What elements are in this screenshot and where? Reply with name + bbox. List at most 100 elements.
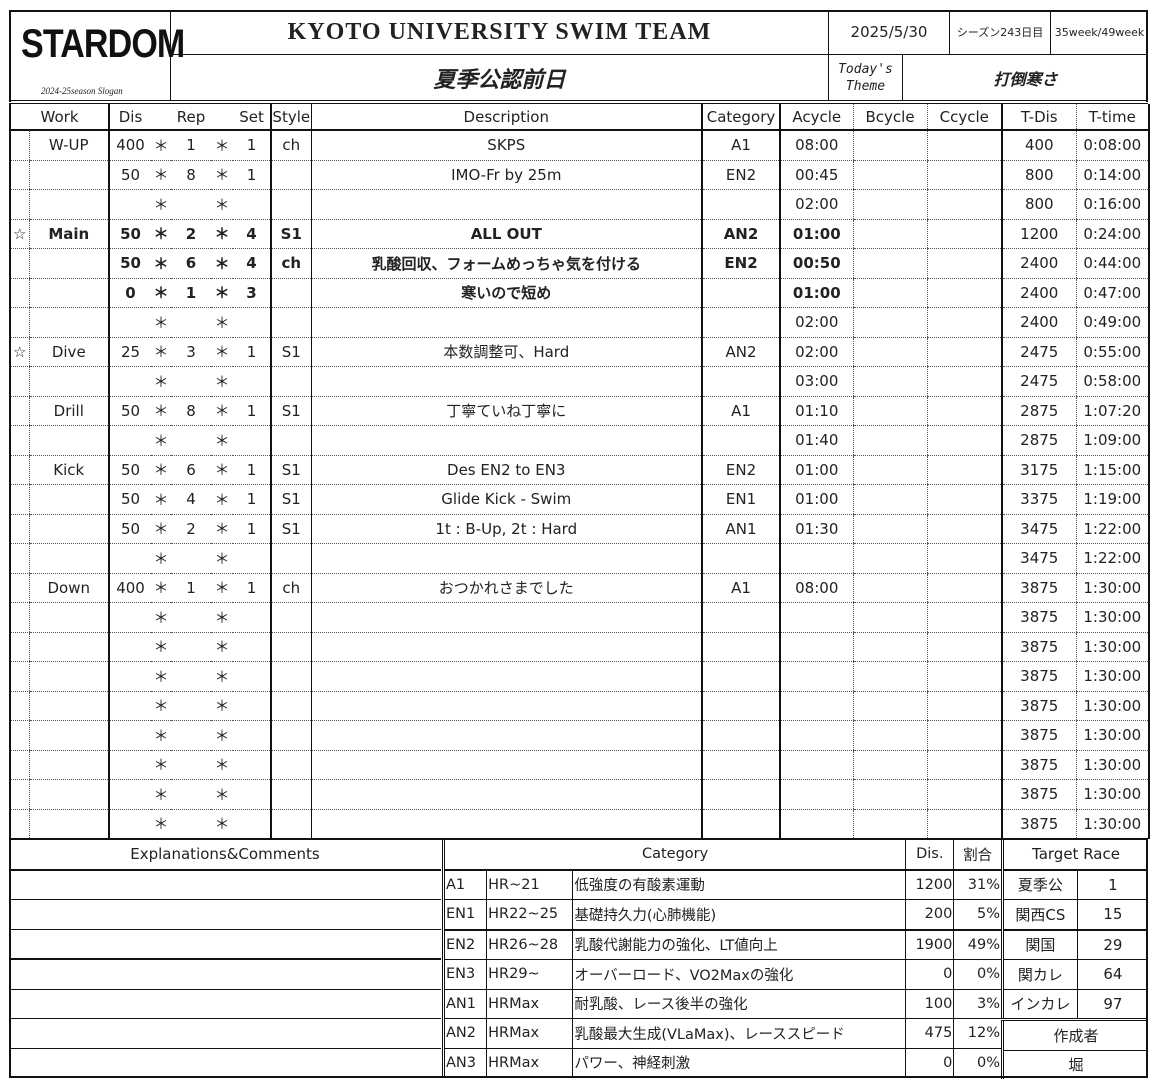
ttime-cell: 1:30:00 — [1075, 720, 1151, 751]
ccycle-cell — [926, 337, 1003, 367]
ttime-cell: 0:16:00 — [1075, 189, 1151, 220]
bcycle-cell — [852, 425, 928, 456]
category-cell — [701, 543, 781, 574]
multiply-sign: ＊ — [151, 691, 172, 721]
bcycle-cell — [852, 750, 928, 780]
header-frame — [9, 10, 1148, 102]
table-row: ＊ ＊ 01:40 2875 1:09:00 — [9, 425, 1151, 456]
multiply-sign: ＊ — [151, 514, 172, 544]
tdis-cell: 3875 — [1001, 691, 1077, 721]
tdis-cell: 3875 — [1001, 661, 1077, 692]
multiply-sign: ＊ — [211, 307, 234, 338]
style-cell — [270, 661, 312, 692]
work-cell — [28, 278, 110, 308]
bcycle-cell — [852, 514, 928, 544]
ttime-cell: 0:47:00 — [1075, 278, 1151, 308]
multiply-sign: ＊ — [211, 396, 234, 426]
rep-cell: 3 — [171, 337, 212, 367]
explanations-table: Explanations&Comments — [9, 840, 441, 1077]
multiply-sign: ＊ — [211, 720, 234, 751]
col-rep: Rep — [171, 104, 212, 131]
category-cell — [701, 779, 781, 810]
comment-row[interactable] — [9, 869, 441, 900]
bcycle-cell — [852, 484, 928, 515]
set-cell: 1 — [233, 514, 272, 544]
bcycle-cell — [852, 779, 928, 810]
description-cell: 乳酸回収、フォームめっちゃ気を付ける — [310, 248, 703, 279]
category-ratio: 12% — [953, 1018, 1001, 1049]
comment-row[interactable] — [9, 1048, 441, 1077]
star-icon — [9, 130, 29, 161]
category-description: 低強度の有酸素運動 — [572, 869, 906, 900]
bcycle-cell — [852, 396, 928, 426]
description-cell — [310, 632, 703, 662]
tdis-cell: 3875 — [1001, 602, 1077, 633]
comment-row[interactable] — [9, 899, 441, 930]
category-hr-range: HR~21 — [486, 869, 573, 900]
dis-cell — [108, 750, 152, 780]
table-row: Kick 50 ＊ 6 ＊ 1 S1 Des EN2 to EN3 EN2 01:00 3175 1:… — [9, 455, 1151, 485]
tdis-cell: 2475 — [1001, 337, 1077, 367]
table-row: Drill 50 ＊ 8 ＊ 1 S1 丁寧ていね丁寧に A1 01:10 2875 1:07:20 — [9, 396, 1151, 426]
comment-row[interactable] — [9, 959, 441, 990]
category-cell — [701, 632, 781, 662]
work-cell — [28, 160, 110, 190]
ccycle-cell — [926, 425, 1003, 456]
description-cell: ALL OUT — [310, 219, 703, 249]
table-header: Work Dis Rep Set Style Description Categ… — [8, 104, 1151, 131]
style-cell: ch — [270, 573, 312, 603]
style-cell: S1 — [270, 455, 312, 485]
rep-cell: 8 — [171, 396, 212, 426]
ttime-cell: 0:24:00 — [1075, 219, 1151, 249]
category-cell: EN1 — [701, 484, 781, 515]
dis-cell: 50 — [108, 484, 152, 515]
style-cell — [270, 543, 312, 574]
ccycle-cell — [926, 248, 1003, 279]
multiply-sign: ＊ — [211, 632, 234, 662]
acycle-cell: 00:45 — [779, 160, 854, 190]
category-ratio: 5% — [953, 899, 1001, 931]
tdis-cell: 3875 — [1001, 720, 1077, 751]
acycle-cell — [779, 543, 854, 574]
work-cell — [28, 661, 110, 692]
category-cell: A1 — [701, 130, 781, 161]
theme-label-line2: Theme — [845, 78, 886, 94]
rep-cell: 6 — [171, 248, 212, 279]
ccycle-cell — [926, 160, 1003, 190]
col-ttime: T-time — [1075, 104, 1151, 131]
category-dis: 475 — [905, 1018, 954, 1049]
comment-row[interactable] — [9, 929, 441, 960]
multiply-sign: ＊ — [151, 484, 172, 515]
comment-row[interactable] — [9, 1018, 441, 1049]
race-days: 97 — [1076, 989, 1148, 1021]
style-cell — [270, 307, 312, 338]
category-cell: EN2 — [701, 455, 781, 485]
set-cell: 1 — [233, 130, 272, 161]
set-cell: 4 — [233, 219, 272, 249]
star-icon — [9, 779, 29, 810]
star-icon — [9, 366, 29, 397]
star-icon — [9, 160, 29, 190]
ttime-cell: 1:30:00 — [1075, 779, 1151, 810]
rep-cell — [171, 366, 212, 397]
description-cell — [310, 189, 703, 220]
description-cell — [310, 691, 703, 721]
multiply-sign: ＊ — [211, 750, 234, 780]
category-code: EN1 — [443, 899, 487, 931]
rep-cell — [171, 809, 212, 839]
race-row: 関カレ 64 — [1002, 959, 1148, 990]
multiply-sign: ＊ — [211, 809, 234, 839]
workout-table: Work Dis Rep Set Style Description Categ… — [8, 104, 1151, 839]
season-day: シーズン243日目 — [950, 10, 1051, 55]
multiply-sign: ＊ — [151, 160, 172, 190]
rep-cell — [171, 779, 212, 810]
category-row: A1 HR~21 低強度の有酸素運動 1200 31% — [443, 869, 1001, 900]
logo: STARDOM 2024-25season Slogan — [9, 10, 185, 100]
star-icon — [9, 514, 29, 544]
comment-row[interactable] — [9, 989, 441, 1019]
category-row: AN2 HRMax 乳酸最大生成(VLaMax)、レーススピード 475 12% — [443, 1018, 1001, 1049]
category-description: 耐乳酸、レース後半の強化 — [572, 989, 906, 1019]
ccycle-cell — [926, 130, 1003, 161]
work-cell — [28, 750, 110, 780]
category-cell — [701, 661, 781, 692]
